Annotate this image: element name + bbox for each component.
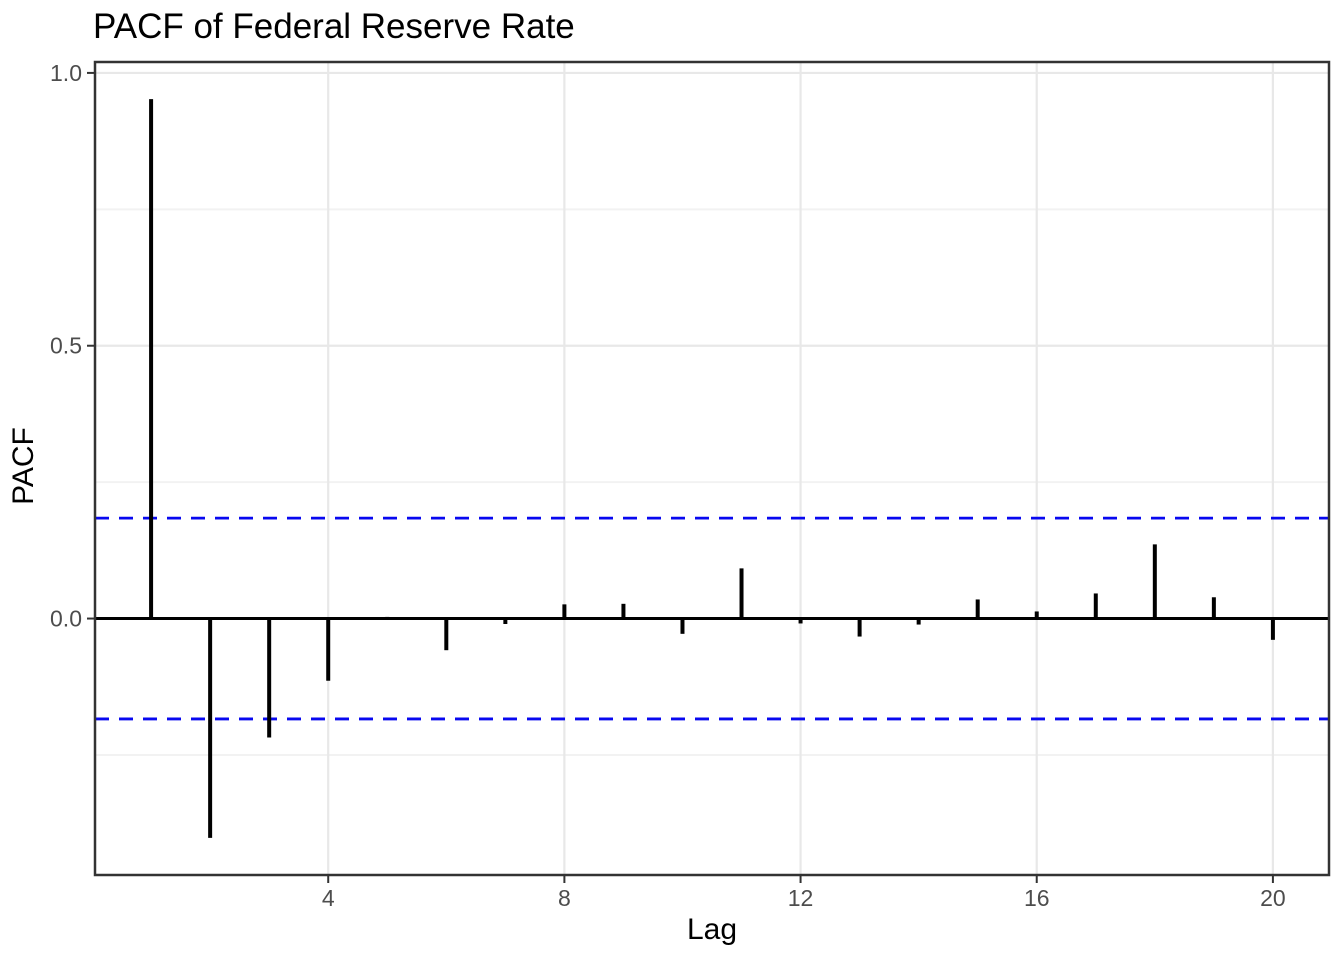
x-tick-label: 20 <box>1260 885 1286 911</box>
x-tick-label: 4 <box>322 885 335 911</box>
y-axis-title: PACF <box>7 427 40 505</box>
x-tick-label: 8 <box>558 885 571 911</box>
y-tick-label: 0.5 <box>50 333 82 359</box>
panel-border <box>93 60 1331 877</box>
y-tick-label: 0.0 <box>50 606 82 632</box>
panel-background <box>95 62 1329 875</box>
x-axis-title: Lag <box>686 913 738 946</box>
chart-title: PACF of Federal Reserve Rate <box>93 7 575 46</box>
x-tick-label: 16 <box>1024 885 1050 911</box>
x-tick-label: 12 <box>788 885 814 911</box>
y-tick-label: 1.0 <box>50 60 82 86</box>
